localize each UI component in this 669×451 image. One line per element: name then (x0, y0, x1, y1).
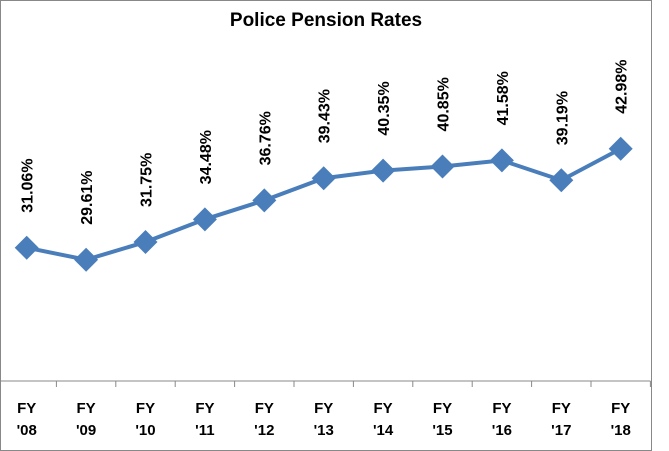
x-tick-label-line: FY (433, 400, 452, 417)
chart-title: Police Pension Rates (230, 10, 422, 31)
x-tick-label-line: FY (195, 400, 214, 417)
data-label: 31.75% (139, 153, 156, 207)
x-tick-label-line: FY (552, 400, 571, 417)
x-tick-label-line: '08 (17, 422, 37, 439)
x-tick-label-line: '17 (551, 422, 571, 439)
marker (192, 207, 217, 232)
data-label: 31.06% (20, 158, 37, 212)
marker (371, 158, 396, 183)
x-tick-label-line: FY (255, 400, 274, 417)
x-tick-label-line: '12 (254, 422, 274, 439)
marker (14, 235, 39, 260)
x-tick-label-line: '09 (76, 422, 96, 439)
x-tick-label: FY '08 (17, 400, 37, 439)
marker (608, 136, 633, 161)
x-tick-label: FY '12 (254, 400, 274, 439)
data-label: 40.85% (436, 77, 453, 131)
marker (430, 154, 455, 179)
x-tick-label-line: '18 (611, 422, 631, 439)
data-label: 34.48% (198, 130, 215, 184)
data-label: 39.19% (554, 91, 571, 145)
x-tick-label: FY '09 (76, 400, 96, 439)
data-label: 39.43% (317, 89, 334, 143)
marker (133, 229, 158, 254)
x-tick-label-line: FY (314, 400, 333, 417)
x-tick-label-line: FY (374, 400, 393, 417)
x-tick-label-line: FY (17, 400, 36, 417)
marker (252, 188, 277, 213)
x-tick-label-line: '16 (492, 422, 512, 439)
x-tick-label-line: '15 (432, 422, 452, 439)
x-tick-label: FY '10 (135, 400, 155, 439)
data-label: 36.76% (257, 111, 274, 165)
x-tick-label-line: FY (77, 400, 96, 417)
data-label: 41.58% (495, 71, 512, 125)
x-tick-label-line: FY (136, 400, 155, 417)
x-tick-label: FY '13 (314, 400, 334, 439)
x-tick-label-line: '13 (314, 422, 334, 439)
x-tick-label: FY '17 (551, 400, 571, 439)
x-tick-label: FY '15 (432, 400, 452, 439)
chart-frame (0, 0, 652, 451)
x-tick-label: FY '18 (611, 400, 631, 439)
data-label: 29.61% (79, 170, 96, 224)
marker (549, 168, 574, 193)
x-tick-label: FY '16 (492, 400, 512, 439)
data-label: 40.35% (376, 81, 393, 135)
marker (74, 247, 99, 272)
x-tick-label-line: FY (611, 400, 630, 417)
x-tick-label: FY '11 (195, 400, 214, 439)
marker (489, 148, 514, 173)
x-tick-label-line: '10 (135, 422, 155, 439)
data-label: 42.98% (614, 60, 631, 114)
x-tick-label-line: '14 (373, 422, 394, 439)
x-tick-label: FY '14 (373, 400, 394, 439)
marker (311, 166, 336, 191)
x-tick-label-line: '11 (195, 422, 214, 439)
x-tick-label-line: FY (492, 400, 511, 417)
